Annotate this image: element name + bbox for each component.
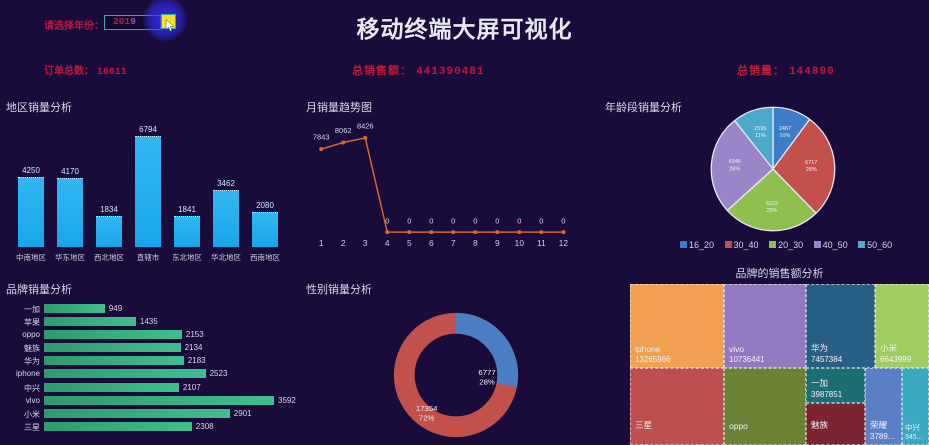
svg-text:17354: 17354: [416, 404, 438, 413]
svg-text:8062: 8062: [335, 126, 352, 135]
svg-text:7843: 7843: [313, 133, 330, 142]
svg-text:0: 0: [561, 217, 565, 226]
svg-text:6717: 6717: [805, 160, 817, 166]
svg-text:2595: 2595: [754, 126, 766, 132]
svg-text:7: 7: [451, 238, 456, 248]
svg-text:6346: 6346: [729, 159, 741, 165]
svg-text:11%: 11%: [755, 133, 766, 139]
svg-text:5: 5: [407, 238, 412, 248]
svg-text:9: 9: [495, 238, 500, 248]
svg-text:10: 10: [515, 238, 525, 248]
svg-text:0: 0: [429, 217, 433, 226]
svg-text:28%: 28%: [806, 167, 817, 173]
svg-text:0: 0: [473, 217, 477, 226]
svg-text:6223: 6223: [766, 201, 778, 207]
svg-text:2467: 2467: [779, 126, 791, 132]
svg-text:6777: 6777: [478, 368, 495, 377]
svg-text:25%: 25%: [766, 208, 777, 214]
svg-text:11: 11: [537, 238, 546, 248]
svg-text:26%: 26%: [729, 166, 740, 172]
svg-text:0: 0: [517, 217, 521, 226]
svg-text:10%: 10%: [779, 133, 790, 139]
svg-text:0: 0: [495, 217, 499, 226]
svg-text:8: 8: [473, 238, 478, 248]
svg-text:0: 0: [385, 217, 389, 226]
svg-text:1: 1: [319, 238, 324, 248]
svg-text:0: 0: [451, 217, 455, 226]
svg-text:12: 12: [559, 238, 569, 248]
svg-text:3: 3: [363, 238, 368, 248]
svg-text:0: 0: [539, 217, 543, 226]
svg-text:8426: 8426: [357, 122, 374, 131]
svg-text:28%: 28%: [479, 377, 495, 386]
svg-text:0: 0: [407, 217, 411, 226]
svg-text:6: 6: [429, 238, 434, 248]
svg-text:72%: 72%: [419, 414, 435, 423]
svg-text:4: 4: [385, 238, 390, 248]
svg-text:2: 2: [341, 238, 346, 248]
